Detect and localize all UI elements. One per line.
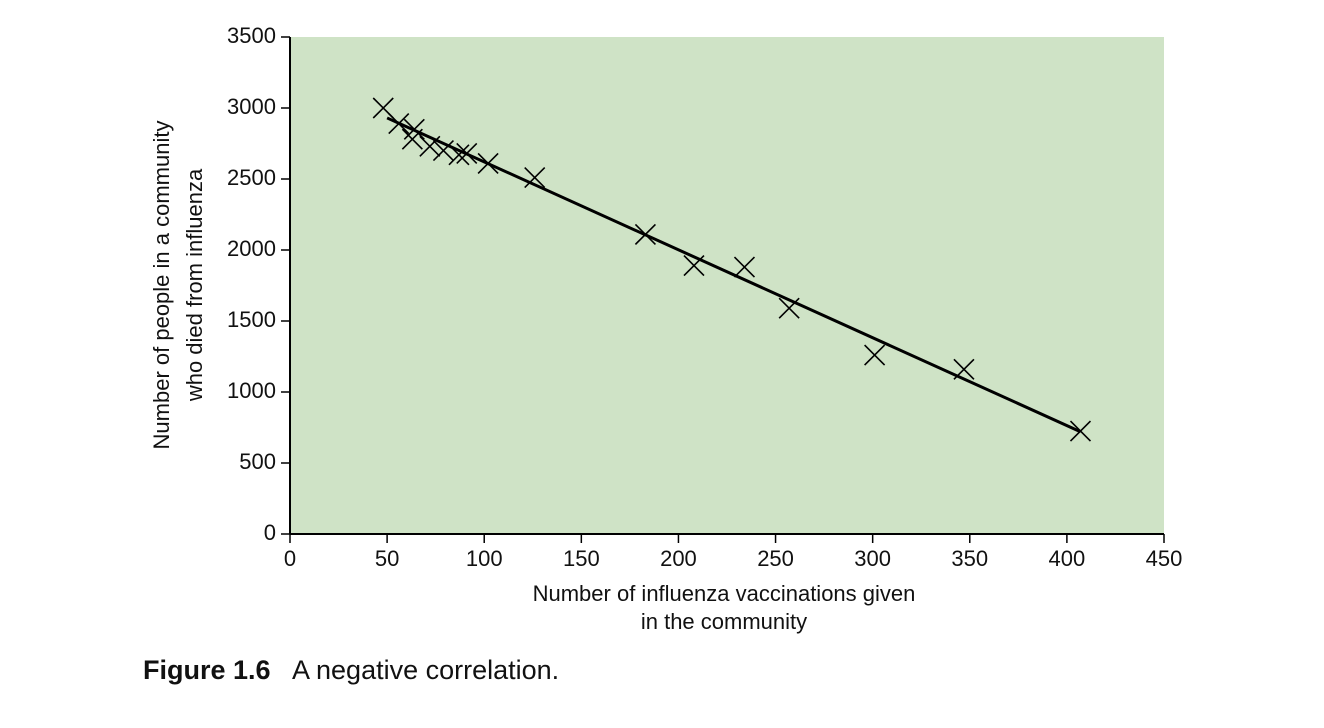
data-point — [524, 167, 546, 189]
cross-stroke — [524, 167, 546, 189]
data-point — [864, 344, 886, 366]
y-tick-label: 2000 — [227, 236, 276, 261]
x-tick-label: 400 — [1049, 546, 1086, 571]
x-tick-label: 350 — [951, 546, 988, 571]
y-axis-label: who died from influenza — [182, 168, 207, 402]
cross-stroke — [372, 97, 394, 119]
x-tick-label: 150 — [563, 546, 600, 571]
x-tick-label: 50 — [375, 546, 399, 571]
y-tick-label: 0 — [264, 520, 276, 545]
x-tick-label: 300 — [854, 546, 891, 571]
x-axis-label: Number of influenza vaccinations given — [533, 581, 916, 606]
y-tick-label: 3500 — [227, 23, 276, 48]
x-tick-label: 250 — [757, 546, 794, 571]
caption-text: A negative correlation. — [292, 655, 559, 685]
y-tick-label: 2500 — [227, 165, 276, 190]
cross-stroke — [864, 344, 886, 366]
cross-stroke — [733, 256, 756, 278]
data-point — [432, 140, 455, 162]
y-tick-label: 1500 — [227, 307, 276, 332]
y-tick-label: 3000 — [227, 94, 276, 119]
x-tick-label: 100 — [466, 546, 503, 571]
data-point — [733, 256, 756, 278]
y-tick-label: 500 — [239, 449, 276, 474]
cross-stroke — [448, 144, 470, 166]
caption-label: Figure 1.6 — [143, 655, 271, 685]
y-tick-label: 1000 — [227, 378, 276, 403]
cross-stroke — [432, 140, 455, 162]
trend-line — [386, 116, 1082, 434]
x-axis-label: in the community — [641, 609, 807, 634]
x-tick-label: 450 — [1146, 546, 1183, 571]
x-tick-label: 200 — [660, 546, 697, 571]
x-tick-label: 0 — [284, 546, 296, 571]
plot-background — [290, 37, 1164, 534]
y-axis-label: Number of people in a community — [149, 121, 174, 450]
